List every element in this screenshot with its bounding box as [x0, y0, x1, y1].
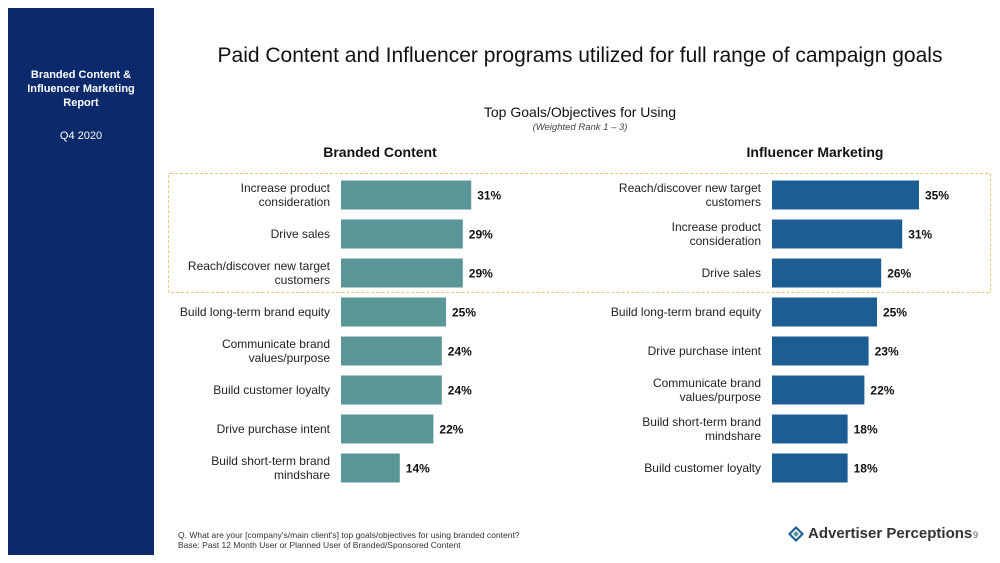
report-title: Branded Content & Influencer Marketing R…	[27, 69, 135, 109]
footnote-question: Q. What are your [company's/main client'…	[178, 530, 520, 540]
branded-category-label-line: mindshare	[274, 468, 330, 482]
influencer-value-label: 18%	[854, 423, 878, 437]
branded-category-label-line: Build long-term brand equity	[180, 305, 330, 319]
influencer-bar	[772, 375, 865, 405]
influencer-bar	[772, 453, 848, 483]
influencer-category-label: Build short-term brand mindshare	[642, 415, 761, 443]
influencer-category-label-line: Build short-term brand	[642, 415, 761, 429]
influencer-category-label: Build customer loyalty	[644, 461, 761, 475]
influencer-bar	[772, 297, 877, 327]
report-date: Q4 2020	[59, 130, 103, 142]
logo-text: Advertiser Perceptions	[808, 525, 973, 542]
branded-category-label-line: Drive purchase intent	[217, 422, 331, 436]
top-three-highlight	[168, 173, 991, 293]
branded-content-title: Branded Content	[323, 144, 437, 160]
branded-category-label: Build long-term brand equity	[180, 305, 330, 319]
branded-category-label-line: values/purpose	[249, 351, 331, 365]
influencer-category-label: Communicate brand values/purpose	[653, 376, 761, 404]
influencer-category-label-line: values/purpose	[680, 390, 762, 404]
branded-category-label-line: Communicate brand	[222, 337, 330, 351]
branded-category-label: Communicate brand values/purpose	[222, 337, 330, 365]
chart-title: Top Goals/Objectives for Using	[483, 104, 677, 120]
branded-value-label: 14%	[406, 462, 430, 476]
branded-value-label: 24%	[448, 384, 472, 398]
influencer-bar	[772, 336, 869, 366]
branded-bar	[341, 453, 400, 483]
advertiser-perceptions-logo-icon	[788, 525, 804, 542]
influencer-value-label: 18%	[854, 462, 878, 476]
branded-category-label: Build short-term brand mindshare	[211, 454, 330, 482]
branded-category-label-line: Build short-term brand	[211, 454, 330, 468]
influencer-category-label: Drive purchase intent	[648, 344, 762, 358]
influencer-category-label-line: Drive purchase intent	[648, 344, 762, 358]
branded-value-label: 25%	[452, 306, 476, 320]
influencer-marketing-title: Influencer Marketing	[746, 144, 884, 160]
page-title: Paid Content and Influencer programs uti…	[217, 44, 943, 67]
branded-bar	[341, 297, 446, 327]
influencer-category-label-line: Communicate brand	[653, 376, 761, 390]
branded-category-label: Build customer loyalty	[213, 383, 330, 397]
footnote: Q. What are your [company's/main client'…	[178, 530, 520, 550]
page-number: 9	[973, 530, 979, 540]
branded-bar	[341, 336, 442, 366]
chart-subtitle: (Weighted Rank 1 – 3)	[532, 122, 628, 133]
influencer-bar	[772, 414, 848, 444]
branded-bar	[341, 414, 434, 444]
influencer-category-label-line: Build customer loyalty	[644, 461, 761, 475]
branded-value-label: 22%	[439, 423, 463, 437]
branded-bar	[341, 375, 442, 405]
influencer-category-label: Build long-term brand equity	[611, 305, 761, 319]
branded-value-label: 24%	[448, 345, 472, 359]
influencer-category-label-line: mindshare	[705, 429, 761, 443]
influencer-value-label: 25%	[883, 306, 907, 320]
footnote-base: Base: Past 12 Month User or Planned User…	[178, 540, 461, 550]
influencer-category-label-line: Build long-term brand equity	[611, 305, 761, 319]
brand-logo: Advertiser Perceptions	[788, 525, 972, 542]
branded-category-label: Drive purchase intent	[217, 422, 331, 436]
influencer-value-label: 23%	[875, 345, 899, 359]
branded-category-label-line: Build customer loyalty	[213, 383, 330, 397]
influencer-value-label: 22%	[870, 384, 894, 398]
sidebar: Branded Content & Influencer Marketing R…	[8, 8, 154, 555]
